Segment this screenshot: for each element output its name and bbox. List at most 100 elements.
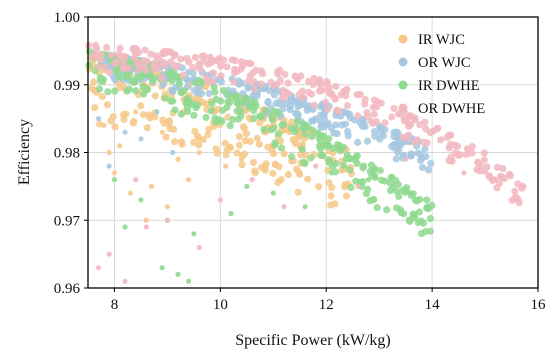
data-point <box>447 131 455 139</box>
data-point <box>191 53 200 62</box>
data-point <box>226 122 234 130</box>
legend-marker <box>398 34 408 44</box>
data-point <box>359 164 367 172</box>
data-point <box>197 79 206 87</box>
data-point <box>267 126 276 134</box>
data-point <box>483 163 491 171</box>
data-point <box>383 206 391 214</box>
data-point <box>308 132 316 141</box>
data-point <box>158 73 166 81</box>
data-point <box>327 201 335 209</box>
data-point <box>281 204 287 210</box>
data-point <box>116 44 124 52</box>
data-point <box>122 110 130 118</box>
data-point <box>143 123 152 132</box>
data-point <box>129 119 138 127</box>
data-point <box>85 41 93 49</box>
data-point <box>493 163 502 171</box>
data-point <box>307 154 315 162</box>
data-point <box>217 197 223 203</box>
data-point <box>138 197 144 203</box>
data-point <box>242 95 250 103</box>
data-point <box>117 143 123 149</box>
data-point <box>407 152 415 160</box>
data-point <box>183 94 191 103</box>
data-point <box>512 194 521 202</box>
data-point <box>405 122 413 130</box>
data-point <box>143 217 149 223</box>
data-point <box>249 177 255 183</box>
data-point <box>346 166 354 174</box>
data-point <box>346 155 354 163</box>
x-tick-label: 12 <box>319 297 334 313</box>
data-point <box>195 134 203 142</box>
data-point <box>343 101 352 110</box>
data-point <box>302 204 308 210</box>
data-point <box>244 77 253 85</box>
data-point <box>314 130 322 138</box>
data-point <box>296 170 304 179</box>
data-point <box>216 54 224 62</box>
data-point <box>269 169 277 178</box>
data-point <box>90 53 98 61</box>
data-point <box>315 142 324 150</box>
data-point <box>387 142 396 151</box>
data-point <box>95 116 102 122</box>
data-point <box>280 93 288 102</box>
data-point <box>219 86 228 95</box>
data-point <box>294 188 302 196</box>
data-point <box>309 126 317 134</box>
data-point <box>500 174 509 182</box>
data-point <box>205 125 213 133</box>
data-point <box>164 217 171 223</box>
y-tick-label: 1.00 <box>54 10 80 26</box>
data-point <box>171 106 179 114</box>
data-point <box>323 142 331 150</box>
data-point <box>185 68 193 76</box>
data-point <box>185 177 192 183</box>
data-point <box>111 170 118 176</box>
data-point <box>221 139 229 147</box>
legend: IR WJC OR WJC IR DWHE OR DWHE <box>398 32 485 117</box>
data-point <box>276 76 284 85</box>
data-point <box>267 78 275 86</box>
legend-label: IR WJC <box>418 32 465 48</box>
data-point <box>94 63 102 71</box>
data-point <box>364 185 372 193</box>
data-point <box>354 138 362 146</box>
data-point <box>255 140 263 148</box>
data-point <box>393 133 401 141</box>
x-tick-label: 8 <box>111 297 119 313</box>
data-point <box>424 166 433 174</box>
data-point <box>124 64 132 73</box>
data-point <box>434 124 442 132</box>
data-point <box>217 78 226 86</box>
data-point <box>403 135 411 143</box>
data-point <box>207 107 215 115</box>
data-point <box>258 113 266 121</box>
data-point <box>209 77 217 86</box>
data-point <box>284 79 292 87</box>
data-point <box>381 126 389 134</box>
data-point <box>294 102 302 111</box>
data-point <box>212 118 220 126</box>
data-point <box>168 77 176 85</box>
data-point <box>119 56 128 65</box>
data-point <box>154 109 160 115</box>
data-point <box>277 144 286 152</box>
data-point <box>372 118 380 126</box>
data-point <box>347 183 355 192</box>
data-point <box>101 63 109 71</box>
data-point <box>310 74 318 83</box>
data-point <box>337 91 345 99</box>
data-point <box>122 129 128 135</box>
data-point <box>456 151 464 159</box>
data-point <box>406 112 415 120</box>
data-point <box>390 104 398 113</box>
data-point <box>392 204 401 212</box>
data-point <box>392 155 400 163</box>
data-point <box>233 149 241 157</box>
data-point <box>106 251 112 257</box>
data-point <box>368 171 376 180</box>
data-point <box>288 118 296 126</box>
